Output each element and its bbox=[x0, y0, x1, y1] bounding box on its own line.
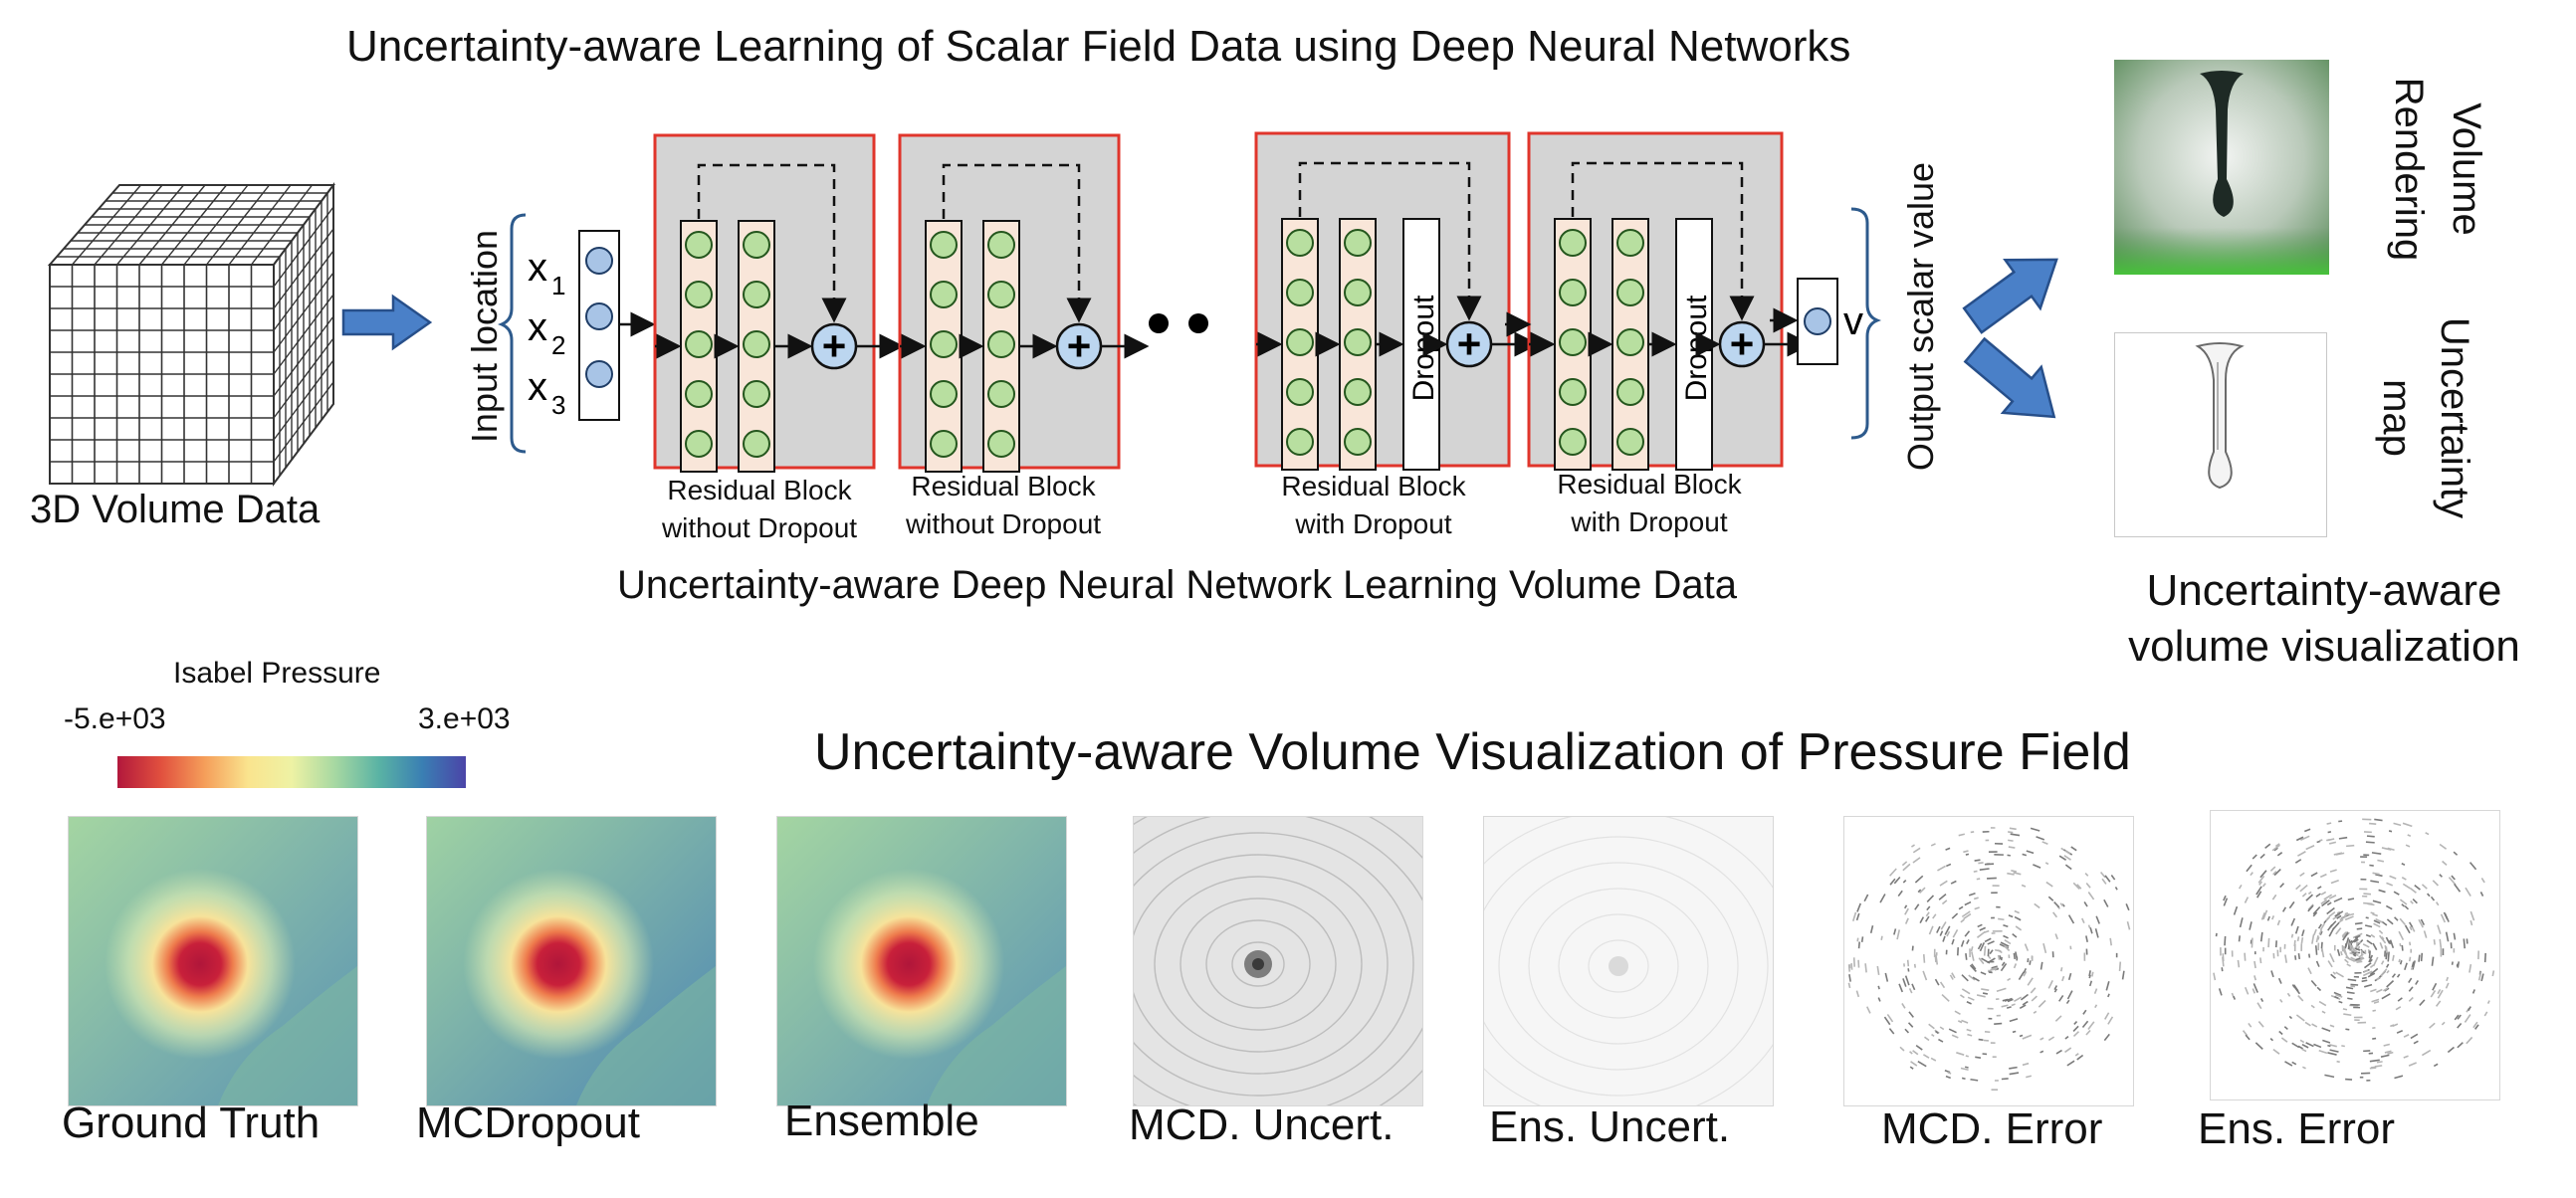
svg-text:+: + bbox=[1067, 322, 1092, 369]
svg-text:3: 3 bbox=[551, 390, 565, 420]
bottom-title: Uncertainty-aware Volume Visualization o… bbox=[814, 723, 2131, 781]
colorbar-max-label: 3.e+03 bbox=[418, 702, 511, 735]
main-title: Uncertainty-aware Learning of Scalar Fie… bbox=[346, 22, 1851, 71]
input-x1-label: x bbox=[528, 246, 547, 290]
dropout-label: Dropout bbox=[1680, 295, 1713, 401]
svg-text:1: 1 bbox=[551, 271, 565, 300]
block-label-3: Residual Block with Dropout bbox=[1281, 471, 1466, 539]
network-caption: Uncertainty-aware Deep Neural Network Le… bbox=[617, 563, 1737, 607]
volume-cube-image bbox=[47, 182, 335, 487]
svg-text:+: + bbox=[1730, 320, 1755, 367]
panel-ground-truth-image bbox=[68, 816, 358, 1106]
input-x3-label: x bbox=[528, 365, 547, 409]
panel-mcd-error-label: MCD. Error bbox=[1881, 1104, 2103, 1153]
input-arrow bbox=[341, 294, 433, 351]
volume-data-caption: 3D Volume Data bbox=[30, 488, 321, 531]
panel-mcd-uncert-label: MCD. Uncert. bbox=[1129, 1100, 1395, 1149]
uncertainty-map-label: Uncertainty map bbox=[2375, 316, 2476, 519]
panel-ens-uncert-label: Ens. Uncert. bbox=[1489, 1102, 1731, 1151]
panel-ensemble-label: Ensemble bbox=[784, 1097, 979, 1145]
output-v-label: v bbox=[1843, 300, 1863, 343]
svg-text:2: 2 bbox=[551, 330, 565, 360]
output-arrows bbox=[1962, 258, 2058, 419]
network-diagram: x 1 x 2 x 3 + + Dropout + Dropout + v bbox=[498, 131, 1882, 473]
panel-ens-uncert-image bbox=[1483, 816, 1774, 1106]
output-scalar-label: Output scalar value bbox=[1900, 161, 1941, 472]
panel-mcd-uncert-image bbox=[1133, 816, 1423, 1106]
residual-block-2: + bbox=[898, 133, 1150, 473]
svg-text:+: + bbox=[1457, 320, 1482, 367]
panel-mcdropout-image bbox=[426, 816, 717, 1106]
volume-rendering-label: Volume Rendering bbox=[2387, 77, 2488, 262]
panel-ensemble-image bbox=[776, 816, 1067, 1106]
colorbar-title: Isabel Pressure bbox=[173, 657, 381, 690]
colorbar-gradient bbox=[117, 756, 466, 788]
uncertainty-map-image bbox=[2114, 332, 2327, 537]
ellipsis-dot bbox=[1188, 313, 1208, 333]
panel-ens-error-label: Ens. Error bbox=[2198, 1104, 2396, 1153]
volume-rendering-image bbox=[2114, 60, 2329, 275]
ellipsis-dot bbox=[1149, 313, 1169, 333]
panel-mcd-error-image bbox=[1843, 816, 2134, 1106]
panel-ens-error-image bbox=[2210, 810, 2500, 1100]
block-label-1: Residual Block without Dropout bbox=[661, 475, 858, 543]
block-label-2: Residual Block without Dropout bbox=[905, 471, 1102, 539]
colorbar-min-label: -5.e+03 bbox=[64, 702, 166, 735]
block-label-4: Residual Block with Dropout bbox=[1557, 469, 1742, 537]
residual-block-3: Dropout + bbox=[1254, 131, 1540, 471]
svg-text:+: + bbox=[822, 322, 847, 369]
panel-ground-truth-label: Ground Truth bbox=[62, 1098, 321, 1147]
residual-block-4: Dropout + bbox=[1527, 131, 1813, 471]
residual-block-1: + bbox=[653, 133, 905, 473]
dropout-label: Dropout bbox=[1407, 295, 1440, 401]
input-x2-label: x bbox=[528, 305, 547, 349]
panel-mcdropout-label: MCDropout bbox=[416, 1098, 640, 1147]
uncertainty-visualization-caption: Uncertainty-aware volume visualization bbox=[2128, 566, 2520, 671]
